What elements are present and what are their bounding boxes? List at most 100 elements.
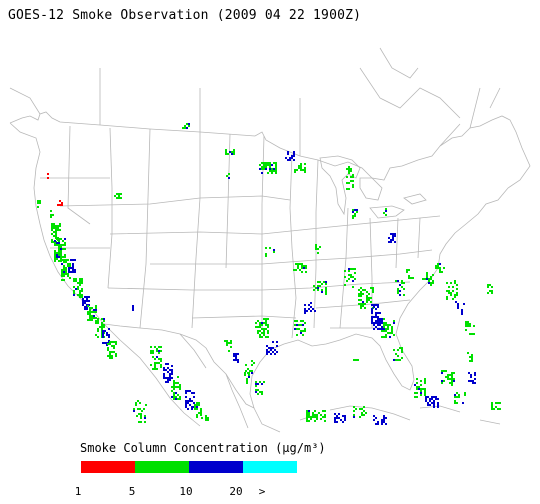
smoke-pixel [491, 290, 493, 292]
smoke-pixel [381, 421, 383, 423]
smoke-pixel [426, 276, 428, 278]
smoke-pixel [428, 280, 430, 282]
smoke-pixel [358, 299, 360, 301]
smoke-pixel [274, 353, 276, 355]
smoke-pixel [61, 275, 63, 277]
smoke-pixel [273, 168, 275, 170]
smoke-pixel [140, 413, 142, 415]
smoke-pixel [375, 423, 377, 425]
smoke-pixel [354, 268, 356, 270]
smoke-pixel [118, 197, 120, 199]
smoke-pixel [101, 322, 103, 324]
smoke-pixel [73, 278, 75, 280]
smoke-pixel [108, 336, 110, 338]
smoke-pixel [54, 260, 56, 262]
smoke-pixel [319, 285, 321, 287]
smoke-pixel [470, 376, 472, 378]
smoke-pixel [84, 300, 86, 302]
smoke-pixel [348, 172, 350, 174]
smoke-pixel [468, 372, 470, 374]
smoke-pixel [77, 282, 79, 284]
smoke-pixel [265, 318, 267, 320]
smoke-pixel [73, 294, 75, 296]
smoke-pixel [111, 341, 113, 343]
smoke-pixel [261, 332, 263, 334]
smoke-pixel [377, 324, 379, 326]
smoke-pixel [89, 309, 91, 311]
smoke-pixel [47, 177, 49, 179]
smoke-pixel [261, 336, 263, 338]
colorbar-bin-5-10 [135, 461, 189, 473]
smoke-pixel [429, 398, 431, 400]
smoke-pixel [371, 308, 373, 310]
smoke-pixel [352, 211, 354, 213]
smoke-pixel [165, 377, 167, 379]
smoke-pixel [312, 414, 314, 416]
smoke-pixel [306, 420, 308, 422]
smoke-pixel [385, 210, 387, 212]
smoke-pixel [74, 259, 76, 261]
smoke-pixel [294, 169, 296, 171]
smoke-pixel [87, 313, 89, 315]
smoke-pixel [350, 168, 352, 170]
smoke-pixel [63, 267, 65, 269]
smoke-pixel [381, 326, 383, 328]
smoke-pixel [51, 239, 53, 241]
smoke-pixel [383, 330, 385, 332]
smoke-pixel [54, 256, 56, 258]
smoke-pixel [186, 123, 188, 125]
smoke-pixel [167, 371, 169, 373]
smoke-pixel [61, 279, 63, 281]
smoke-pixel [65, 259, 67, 261]
smoke-pixel [87, 311, 89, 313]
smoke-pixel [348, 270, 350, 272]
smoke-pixel [360, 307, 362, 309]
smoke-pixel [187, 402, 189, 404]
smoke-pixel [416, 386, 418, 388]
smoke-pixel [185, 404, 187, 406]
smoke-pixel [173, 388, 175, 390]
smoke-pixel [375, 308, 377, 310]
smoke-pixel [437, 267, 439, 269]
smoke-pixel [456, 292, 458, 294]
smoke-pixel [249, 370, 251, 372]
smoke-pixel [346, 182, 348, 184]
smoke-pixel [72, 263, 74, 265]
smoke-pixel [59, 200, 61, 202]
smoke-pixel [179, 386, 181, 388]
smoke-pixel [403, 282, 405, 284]
smoke-pixel [158, 362, 160, 364]
smoke-pixel [449, 378, 451, 380]
smoke-pixel [163, 367, 165, 369]
smoke-pixel [187, 390, 189, 392]
smoke-pixel [95, 334, 97, 336]
smoke-pixel [267, 172, 269, 174]
smoke-pixel [318, 412, 320, 414]
smoke-pixel [61, 271, 63, 273]
smoke-pixel [387, 332, 389, 334]
smoke-pixel [383, 421, 385, 423]
smoke-pixel [334, 419, 336, 421]
smoke-pixel [265, 336, 267, 338]
smoke-pixel [342, 421, 344, 423]
smoke-pixel [312, 308, 314, 310]
smoke-pixel [228, 342, 230, 344]
smoke-pixel [244, 374, 246, 376]
smoke-pixel [352, 217, 354, 219]
smoke-pixel [450, 282, 452, 284]
smoke-pixel [51, 223, 53, 225]
smoke-pixel [103, 324, 105, 326]
smoke-pixel [133, 410, 135, 412]
smoke-pixel [420, 392, 422, 394]
legend-title: Smoke Column Concentration (μg/m³) [80, 441, 326, 455]
smoke-pixel [414, 396, 416, 398]
us-outline [9, 111, 531, 409]
smoke-pixel [72, 271, 74, 273]
smoke-pixel [359, 408, 361, 410]
colorbar-tick-10: 10 [179, 485, 193, 498]
smoke-pixel [377, 423, 379, 425]
smoke-pixel [354, 272, 356, 274]
smoke-pixel [267, 324, 269, 326]
smoke-pixel [101, 326, 103, 328]
smoke-pixel [362, 301, 364, 303]
